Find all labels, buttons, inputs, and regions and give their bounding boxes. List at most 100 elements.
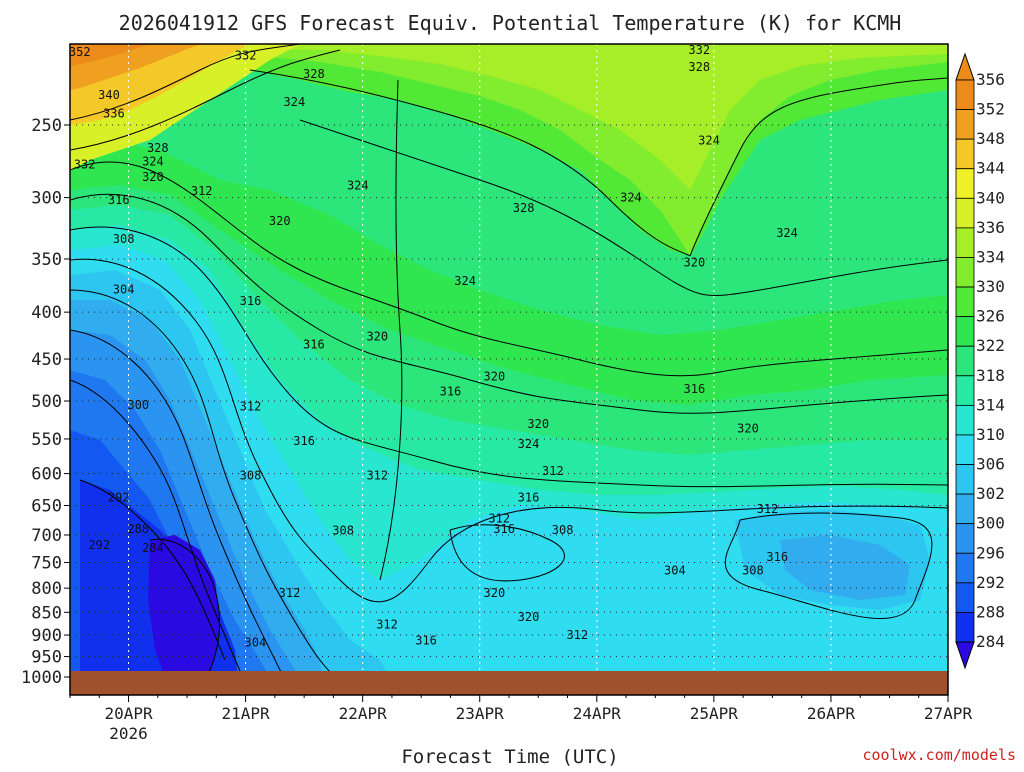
contour-line [379,79,403,581]
contour-label: 316 [240,294,262,308]
y-tick-label: 750 [31,553,62,573]
contour-label: 336 [103,107,125,121]
contour-line [70,258,948,603]
contour-label: 316 [293,434,315,448]
contour-label: 284 [142,541,164,555]
contour-label: 312 [376,618,398,632]
contour-label: 320 [684,255,706,269]
contour-line [79,479,226,661]
contour-label: 308 [113,232,135,246]
y-tick-label: 350 [31,250,62,270]
contour-label: 316 [303,338,325,352]
contour-label: 328 [147,141,169,155]
y-tick-label: 650 [31,496,62,516]
contour-label: 328 [303,67,325,81]
pressure-gridlines [70,124,948,658]
y-tick-label: 700 [31,526,62,546]
colorbar-label: 314 [976,395,1005,414]
contour-label: 316 [493,522,515,536]
day-gridlines [128,44,948,695]
filled-contours [70,44,948,695]
contour-lines [70,44,948,695]
colorbar-swatch [955,316,975,347]
contour-line [724,512,933,619]
contour-label: 328 [513,201,535,215]
contour-label: 324 [620,191,642,205]
colorbar-label: 344 [976,159,1005,178]
contour-label: 316 [415,633,437,647]
colorbar-swatch [955,168,975,199]
colorbar-label: 336 [976,218,1005,237]
contour-line [70,289,361,695]
x-tick-label: 27APR [924,704,973,723]
contour-label: 320 [142,170,164,184]
region-302b [780,535,910,600]
contour-line [70,44,301,121]
colorbar-label: 288 [976,602,1005,621]
contour-label: 312 [757,502,779,516]
y-tick-label: 450 [31,350,62,370]
contour-label: 320 [518,610,540,624]
colorbar-label: 300 [976,514,1005,533]
y-tick-label: 950 [31,648,62,668]
contour-label: 292 [108,490,130,504]
x-tick-label: 24APR [573,704,622,723]
contour-label: 320 [484,586,506,600]
contour-label: 308 [332,523,354,537]
colorbar-label: 296 [976,543,1005,562]
contour-label: 316 [518,490,540,504]
contour-label: 320 [484,369,506,383]
colorbar-swatch [955,197,975,229]
x-tick-label: 26APR [807,704,856,723]
ground-surface [70,670,948,695]
colorbar-label: 318 [976,366,1005,385]
contour-line [449,524,565,582]
colorbar-label: 330 [976,277,1005,296]
contour-line [70,379,251,695]
contour-label: 304 [664,563,686,577]
x-tick-label: 25APR [690,704,739,723]
contour-label: 316 [684,382,706,396]
colorbar-swatch [955,79,975,110]
contour-label: 320 [366,329,388,343]
contour-line [70,329,286,681]
contour-label: 324 [698,134,720,148]
contour-label: 312 [366,469,388,483]
colorbar-label: 352 [976,100,1005,119]
colorbar-bottom-arrow [955,641,975,670]
y-tick-label: 800 [31,579,62,599]
contour-label: 332 [74,157,96,171]
colorbar-label: 322 [976,336,1005,355]
contour-line [70,49,341,151]
contour-label: 304 [113,283,135,297]
region-336 [70,44,948,190]
x-tick-label: 22APR [339,704,388,723]
y-axis: 250 300 350 400 450 500 550 600 650 700 750 800 850 9… [21,116,70,688]
contour-label: 300 [127,398,149,412]
contour-label: 312 [488,512,510,526]
contour-label: 288 [127,522,149,536]
region-356 [70,44,150,66]
colorbar-swatch [955,612,975,643]
colorbar-label: 302 [976,484,1005,503]
colorbar-label: 340 [976,188,1005,207]
x-tick-label: 20APR [104,704,153,723]
colorbar-swatch [955,345,975,377]
x-tick-sublabel: 2026 [109,724,148,743]
colorbar-swatch [955,493,975,525]
colorbar-swatch [955,552,975,584]
contour-label: 312 [240,400,262,414]
contour-label: 320 [269,214,291,228]
contour-line [70,193,948,414]
contour-label: 324 [776,226,798,240]
colorbar-label: 348 [976,129,1005,148]
colorbar-swatch [955,286,975,318]
colorbar-swatch [955,257,975,288]
credit-text: coolwx.com/models [862,746,1016,764]
colorbar-label: 326 [976,307,1005,326]
contour-label: 332 [688,43,710,57]
y-tick-label: 1000 [21,668,62,688]
contour-label: 312 [566,628,588,642]
